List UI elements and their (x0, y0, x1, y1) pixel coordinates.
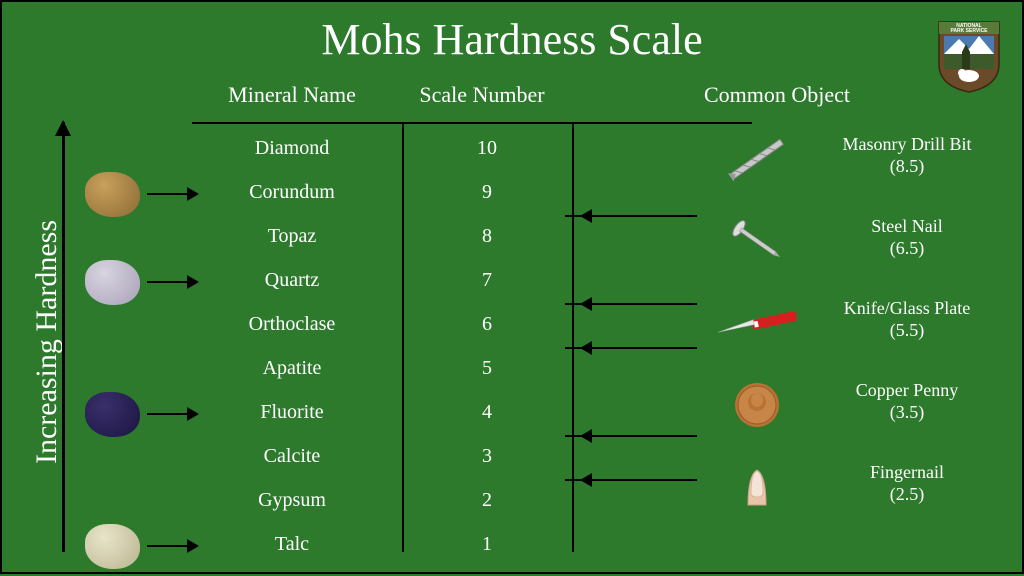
knife-icon (712, 293, 802, 353)
scale-number: 8 (402, 225, 572, 248)
sample-arrow-icon (147, 413, 197, 415)
mineral-sample-icon (82, 164, 142, 224)
object-arrow-icon (582, 435, 697, 437)
mineral-name: Orthoclase (192, 313, 392, 336)
object-arrow-icon (582, 215, 697, 217)
mineral-name: Fluorite (192, 401, 392, 424)
svg-text:PARK SERVICE: PARK SERVICE (950, 28, 988, 34)
mineral-sample-icon (82, 252, 142, 312)
mineral-name: Gypsum (192, 489, 392, 512)
object-arrow-icon (582, 303, 697, 305)
scale-number: 4 (402, 401, 572, 424)
table-row: Corundum 9 (2, 172, 1022, 212)
scale-number: 7 (402, 269, 572, 292)
table-row: Talc 1 (2, 524, 1022, 564)
mineral-name: Diamond (192, 137, 392, 160)
scale-tick (565, 215, 581, 217)
scale-number: 2 (402, 489, 572, 512)
object-label: Fingernail(2.5) (812, 462, 1002, 505)
sample-arrow-icon (147, 281, 197, 283)
penny-icon (712, 375, 802, 435)
mineral-name: Topaz (192, 225, 392, 248)
scale-number: 5 (402, 357, 572, 380)
object-arrow-icon (582, 347, 697, 349)
scale-content: Increasing Hardness Mineral Name Scale N… (2, 82, 1022, 572)
object-label: Steel Nail(6.5) (812, 216, 1002, 259)
mineral-name: Corundum (192, 181, 392, 204)
scale-number: 10 (402, 137, 572, 160)
scale-tick (565, 303, 581, 305)
sample-arrow-icon (147, 193, 197, 195)
object-label: Knife/Glass Plate(5.5) (812, 298, 1002, 341)
scale-number: 9 (402, 181, 572, 204)
object-arrow-icon (582, 479, 697, 481)
mineral-name: Apatite (192, 357, 392, 380)
mineral-sample-icon (82, 516, 142, 576)
mineral-name: Quartz (192, 269, 392, 292)
header-object: Common Object (572, 82, 982, 122)
scale-number: 6 (402, 313, 572, 336)
scale-number: 3 (402, 445, 572, 468)
nail-finger-icon (712, 457, 802, 517)
page-title: Mohs Hardness Scale (2, 2, 1022, 65)
mineral-name: Calcite (192, 445, 392, 468)
table-row: Quartz 7 (2, 260, 1022, 300)
object-label: Masonry Drill Bit(8.5) (812, 134, 1002, 177)
scale-number: 1 (402, 533, 572, 556)
table-headers: Mineral Name Scale Number Common Object (192, 82, 982, 122)
scale-tick (565, 435, 581, 437)
header-mineral: Mineral Name (192, 82, 392, 122)
mineral-name: Talc (192, 533, 392, 556)
header-scale: Scale Number (392, 82, 572, 122)
nail-icon (712, 211, 802, 271)
mineral-sample-icon (82, 384, 142, 444)
drill-icon (712, 129, 802, 189)
object-label: Copper Penny(3.5) (812, 380, 1002, 423)
sample-arrow-icon (147, 545, 197, 547)
scale-tick (565, 479, 581, 481)
scale-tick (565, 347, 581, 349)
rows-container: Diamond 10 Corundum 9 Topaz 8 Quartz 7 O… (2, 124, 1022, 562)
